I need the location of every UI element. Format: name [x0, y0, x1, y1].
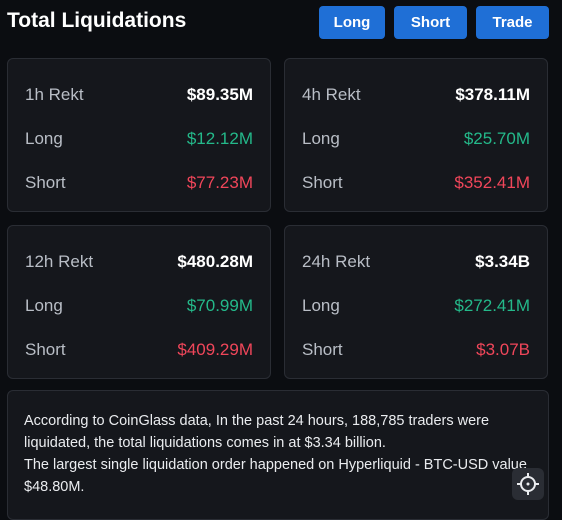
long-button[interactable]: Long — [319, 6, 385, 39]
card-header: 1h Rekt $89.35M — [25, 85, 253, 109]
card-label: 24h Rekt — [302, 252, 371, 271]
row-label: Long — [25, 296, 63, 315]
summary-line: According to CoinGlass data, In the past… — [24, 413, 490, 451]
trade-button[interactable]: Trade — [476, 6, 549, 39]
card-label: 1h Rekt — [25, 85, 84, 104]
card-total: $378.11M — [455, 85, 530, 104]
row-value: $409.29M — [177, 340, 253, 359]
card-row: Long $70.99M — [25, 296, 253, 320]
row-label: Short — [302, 173, 343, 192]
card-row: Short $3.07B — [302, 340, 530, 364]
row-value: $12.12M — [186, 129, 253, 148]
row-label: Long — [302, 296, 340, 315]
page: Total Liquidations Long Short Trade 1h R… — [7, 6, 549, 520]
title: Total Liquidations — [7, 9, 187, 32]
settings-icon[interactable] — [512, 468, 544, 500]
card-row: Short $352.41M — [302, 173, 530, 197]
card: 12h Rekt $480.28M Long $70.99M Short $409.29M — [7, 225, 271, 379]
summary: According to CoinGlass data, In the past… — [7, 390, 549, 520]
row-label: Short — [25, 340, 66, 359]
card-row: Short $77.23M — [25, 173, 253, 197]
card-row: Short $409.29M — [25, 340, 253, 364]
summary-line: The largest single liquidation order hap… — [24, 457, 527, 495]
card: 4h Rekt $378.11M Long $25.70M Short $352.41M — [284, 58, 548, 212]
row-value: $25.70M — [463, 129, 530, 148]
row-value: $352.41M — [454, 173, 530, 192]
card-row: Long $272.41M — [302, 296, 530, 320]
row-label: Long — [25, 129, 63, 148]
card-total: $89.35M — [186, 85, 253, 104]
card-label: 12h Rekt — [25, 252, 94, 271]
card-header: 24h Rekt $3.34B — [302, 252, 530, 276]
row-value: $77.23M — [186, 173, 253, 192]
short-button[interactable]: Short — [394, 6, 467, 39]
card-header: 4h Rekt $378.11M — [302, 85, 530, 109]
card: 24h Rekt $3.34B Long $272.41M Short $3.07B — [284, 225, 548, 379]
row-value: $3.07B — [476, 340, 530, 359]
card-label: 4h Rekt — [302, 85, 361, 104]
row-value: $272.41M — [454, 296, 530, 315]
row-label: Short — [302, 340, 343, 359]
card-header: 12h Rekt $480.28M — [25, 252, 253, 276]
card-total: $480.28M — [177, 252, 253, 271]
card: 1h Rekt $89.35M Long $12.12M Short $77.23M — [7, 58, 271, 212]
row-label: Long — [302, 129, 340, 148]
card-row: Long $25.70M — [302, 129, 530, 153]
card-row: Long $12.12M — [25, 129, 253, 153]
card-total: $3.34B — [475, 252, 530, 271]
row-label: Short — [25, 173, 66, 192]
row-value: $70.99M — [186, 296, 253, 315]
